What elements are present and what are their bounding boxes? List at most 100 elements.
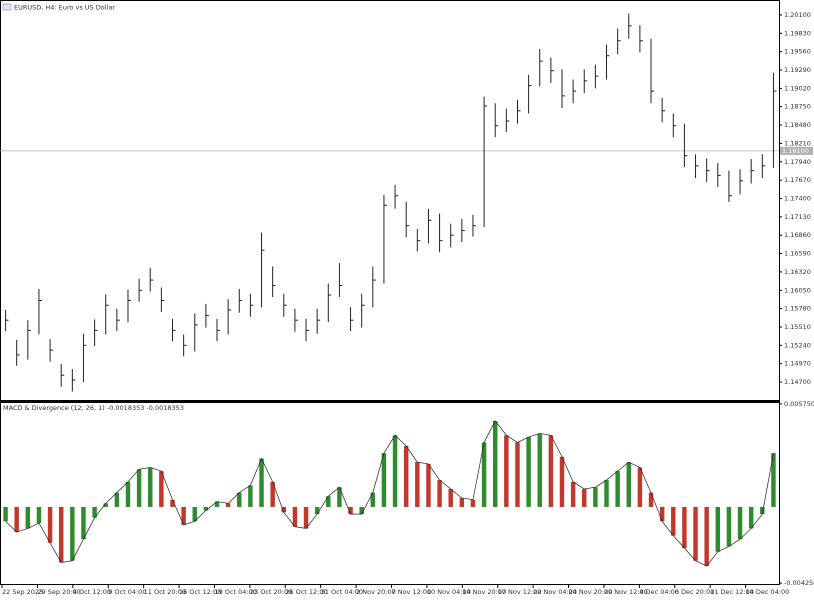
x-tick-label: 17 Nov 12:00 xyxy=(498,588,542,596)
x-tick-label: 7 Nov 12:00 xyxy=(392,588,432,596)
histogram-bar xyxy=(626,462,631,507)
y-tick-label: 1.20100 xyxy=(784,11,811,19)
x-tick-label: 14 Nov 20:00 xyxy=(462,588,506,596)
x-tick-label: 6 Dec 20:00 xyxy=(675,588,715,596)
y-tick-label: 1.16590 xyxy=(784,250,811,258)
x-tick-label: 9 Oct 04:00 xyxy=(108,588,146,596)
histogram-bar xyxy=(748,506,754,529)
histogram-bar xyxy=(81,506,86,540)
y-tick-label: 1.18750 xyxy=(784,103,811,111)
histogram-bar xyxy=(225,503,231,507)
histogram-bar xyxy=(682,506,687,549)
histogram-bar xyxy=(648,492,654,507)
histogram-bar xyxy=(125,481,131,507)
last-price-label: 1.18100 xyxy=(782,147,809,155)
histogram-bar xyxy=(292,506,298,527)
x-tick-label: 31 Oct 04:00 xyxy=(321,588,363,596)
x-tick-label: 22 Nov 04:00 xyxy=(533,588,577,596)
y-tick-label: 1.16860 xyxy=(784,231,811,239)
histogram-bar xyxy=(604,480,609,507)
histogram-bar xyxy=(492,420,498,507)
histogram-bar xyxy=(214,501,220,507)
x-tick-label: 11 Dec 12:00 xyxy=(710,588,754,596)
histogram-bar xyxy=(570,481,576,507)
histogram-bar xyxy=(248,485,253,507)
histogram-bar xyxy=(303,506,309,529)
histogram-outline xyxy=(5,420,774,567)
histogram-bar xyxy=(114,492,120,507)
histogram-bar xyxy=(381,453,387,507)
histogram-bar xyxy=(326,496,331,507)
y-tick-label: 1.14970 xyxy=(784,360,811,368)
indicator-title: MACD & Divergence (12, 26, 1) -0.0018353… xyxy=(3,404,184,412)
histogram-bar xyxy=(259,458,264,507)
x-tick-label: 24 Nov 20:00 xyxy=(569,588,613,596)
y-tick-label: 1.19020 xyxy=(784,84,811,92)
histogram-bar xyxy=(337,487,342,507)
histogram-bar xyxy=(192,506,197,522)
histogram-bar xyxy=(58,506,64,563)
histogram-bar xyxy=(159,471,164,507)
y-tick-label: 1.17130 xyxy=(784,213,811,221)
histogram-bar xyxy=(370,492,376,507)
x-tick-label: 26 Oct 12:00 xyxy=(285,588,327,596)
last-price-box xyxy=(780,146,813,155)
histogram-bar xyxy=(36,506,42,524)
histogram-bar xyxy=(437,480,442,507)
y-tick-label: 1.19290 xyxy=(784,66,811,74)
histogram-bar xyxy=(615,471,620,507)
histogram-bar xyxy=(148,467,153,507)
histogram-bar xyxy=(771,453,776,507)
x-tick-label: 29 Nov 12:00 xyxy=(604,588,648,596)
histogram-bar xyxy=(25,506,31,529)
histogram-bar xyxy=(392,435,398,507)
histogram-bar xyxy=(170,499,175,507)
histogram-bar xyxy=(737,506,743,540)
histogram-bar xyxy=(504,435,509,507)
histogram-bar xyxy=(548,435,554,507)
histogram-bar xyxy=(359,506,364,515)
x-tick-label: 4 Oct 12:00 xyxy=(73,588,111,596)
x-tick-label: 2 Nov 20:00 xyxy=(356,588,396,596)
symbol-icon xyxy=(2,3,12,11)
histogram-bar xyxy=(348,506,353,515)
y-tick-label: -0.004250 xyxy=(784,579,814,587)
x-tick-label: 10 Nov 04:00 xyxy=(427,588,471,596)
y-tick-label: 1.16320 xyxy=(784,268,811,276)
y-tick-label: 1.16050 xyxy=(784,286,811,294)
histogram-bar xyxy=(637,467,643,507)
histogram-bar xyxy=(426,463,431,507)
y-tick-label: 1.18210 xyxy=(784,139,811,147)
y-tick-label: 1.14700 xyxy=(784,378,811,386)
x-tick-label: 29 Sep 20:00 xyxy=(37,588,80,596)
histogram-bar xyxy=(181,506,186,525)
histogram-bar xyxy=(537,433,542,507)
y-tick-label: 1.17400 xyxy=(784,194,811,202)
histogram-bar xyxy=(281,506,287,513)
histogram-bar xyxy=(415,462,420,507)
histogram-bar xyxy=(760,506,765,515)
x-tick-label: 19 Oct 04:00 xyxy=(214,588,256,596)
histogram-bar xyxy=(715,506,721,552)
histogram-bar xyxy=(593,487,598,507)
histogram-bar xyxy=(704,506,709,567)
histogram-bar xyxy=(526,437,531,507)
histogram-bar xyxy=(270,481,275,507)
y-tick-label: 1.19830 xyxy=(784,29,811,37)
y-tick-label: 1.15510 xyxy=(784,323,811,331)
y-tick-label: 1.15780 xyxy=(784,305,811,313)
histogram-bar xyxy=(671,506,676,536)
histogram-bar xyxy=(582,489,587,507)
histogram-bar xyxy=(314,506,320,515)
histogram-bar xyxy=(659,506,665,522)
y-tick-label: 1.17670 xyxy=(784,176,811,184)
x-tick-label: 4 Dec 04:00 xyxy=(639,588,679,596)
histogram-bar xyxy=(459,497,465,507)
chart-title: EURUSD, H4: Euro vs US Dollar xyxy=(14,4,115,12)
histogram-bar xyxy=(14,506,19,533)
histogram-bar xyxy=(70,506,75,561)
histogram-bar xyxy=(203,506,209,511)
histogram-bar xyxy=(693,506,698,561)
histogram-bar xyxy=(481,442,487,507)
